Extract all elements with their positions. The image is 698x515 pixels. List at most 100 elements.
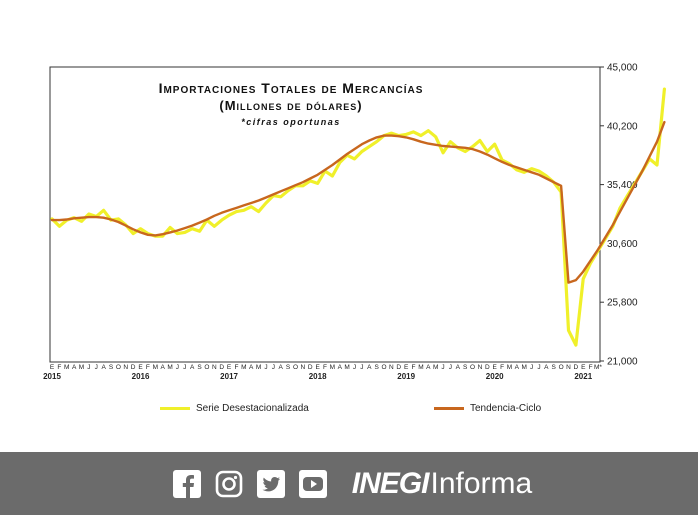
- x-tick-label: M: [153, 364, 158, 371]
- x-tick-label: A: [544, 364, 549, 371]
- legend-label-series1: Serie Desestacionalizada: [196, 403, 309, 414]
- x-tick-label: J: [449, 364, 452, 371]
- y-tick-label: 40,200: [607, 121, 638, 132]
- x-tick-label: J: [183, 364, 186, 371]
- x-tick-label: E: [493, 364, 498, 371]
- x-tick-label: O: [381, 364, 386, 371]
- x-tick-label: J: [353, 364, 356, 371]
- x-tick-label: N: [478, 364, 483, 371]
- x-year-label: 2016: [132, 372, 150, 381]
- x-tick-label: J: [95, 364, 98, 371]
- chart-note: *cifras oportunas: [241, 117, 341, 127]
- x-tick-label: A: [515, 364, 520, 371]
- x-tick-label: A: [279, 364, 284, 371]
- x-tick-label: F: [146, 364, 150, 371]
- x-tick-label: S: [286, 364, 291, 371]
- x-tick-label: N: [389, 364, 394, 371]
- x-tick-label: F: [500, 364, 504, 371]
- x-tick-label: E: [227, 364, 232, 371]
- series-line-tendencia-ciclo: [50, 120, 666, 284]
- x-tick-label: J: [176, 364, 179, 371]
- x-tick-label: J: [530, 364, 533, 371]
- x-tick-label: O: [204, 364, 209, 371]
- chart-subtitle: (Millones de dólares): [219, 98, 363, 113]
- x-tick-label: D: [396, 364, 401, 371]
- x-tick-label: M: [79, 364, 84, 371]
- x-tick-label: D: [574, 364, 579, 371]
- x-tick-label: M: [167, 364, 172, 371]
- x-tick-label: J: [441, 364, 444, 371]
- x-tick-label: E: [581, 364, 586, 371]
- x-tick-label: A: [72, 364, 77, 371]
- x-tick-label: N: [566, 364, 571, 371]
- y-tick-label: 30,600: [607, 239, 638, 250]
- x-tick-label: M: [241, 364, 246, 371]
- x-tick-label: S: [552, 364, 557, 371]
- x-tick-label: F: [323, 364, 327, 371]
- facebook-icon[interactable]: [172, 469, 201, 498]
- x-tick-label: M: [64, 364, 69, 371]
- x-tick-label: M: [344, 364, 349, 371]
- footer-bar: INEGI Informa: [0, 452, 698, 515]
- legend-swatch-orange: [434, 407, 464, 410]
- y-tick-label: 25,800: [607, 298, 638, 309]
- brand-bold-text: INEGI: [351, 466, 430, 500]
- chart-title: Importaciones Totales de Mercancías: [158, 80, 424, 96]
- x-tick-label: E: [50, 364, 55, 371]
- legend-label-series2: Tendencia-Ciclo: [470, 403, 542, 414]
- x-tick-label: J: [537, 364, 540, 371]
- x-tick-label: J: [264, 364, 267, 371]
- inegi-informa-logo[interactable]: INEGI Informa: [352, 467, 532, 501]
- x-tick-label: O: [116, 364, 121, 371]
- x-tick-label: J: [272, 364, 275, 371]
- x-tick-label: N: [123, 364, 128, 371]
- instagram-icon[interactable]: [215, 470, 243, 498]
- legend-swatch-yellow: [160, 407, 190, 410]
- x-tick-label: M: [418, 364, 423, 371]
- x-tick-label: F: [412, 364, 416, 371]
- x-tick-label: A: [426, 364, 431, 371]
- y-axis: 21,000 25,800 30,600 35,400 40,200 45,000: [600, 63, 638, 368]
- youtube-icon[interactable]: [298, 469, 327, 498]
- legend-item-series2: Tendencia-Ciclo: [434, 403, 541, 414]
- x-tick-label: S: [463, 364, 468, 371]
- x-tick-label: E: [315, 364, 320, 371]
- y-tick-label: 45,000: [607, 63, 638, 74]
- x-year-label: 2018: [309, 372, 327, 381]
- x-tick-label: M: [433, 364, 438, 371]
- brand-light-text: Informa: [430, 466, 533, 500]
- x-tick-label: O: [559, 364, 564, 371]
- x-tick-label: E: [138, 364, 143, 371]
- x-year-label: 2015: [43, 372, 61, 381]
- x-tick-label: S: [197, 364, 202, 371]
- x-tick-label: S: [374, 364, 379, 371]
- x-tick-label: E: [404, 364, 409, 371]
- x-tick-label: O: [470, 364, 475, 371]
- x-tick-label: N: [212, 364, 217, 371]
- x-tick-label: S: [109, 364, 114, 371]
- x-tick-label: D: [131, 364, 136, 371]
- x-tick-label: M: [256, 364, 261, 371]
- legend-item-series1: Serie Desestacionalizada: [160, 403, 309, 414]
- y-tick-label: 35,400: [607, 180, 638, 191]
- x-tick-label: D: [219, 364, 224, 371]
- x-tick-label: A: [190, 364, 195, 371]
- x-tick-label: D: [308, 364, 313, 371]
- x-tick-label: F: [589, 364, 593, 371]
- x-tick-label: D: [485, 364, 490, 371]
- x-tick-label: A: [456, 364, 461, 371]
- x-tick-label: A: [101, 364, 106, 371]
- series-lines: [50, 87, 666, 347]
- x-tick-label: A: [249, 364, 254, 371]
- x-year-label: 2017: [220, 372, 238, 381]
- x-tick-label: M: [507, 364, 512, 371]
- x-tick-label: J: [360, 364, 363, 371]
- x-tick-label: A: [338, 364, 343, 371]
- x-tick-label: M: [330, 364, 335, 371]
- x-tick-label: M: [522, 364, 527, 371]
- x-tick-label: J: [87, 364, 90, 371]
- twitter-icon[interactable]: [256, 469, 285, 498]
- x-year-label: 2020: [486, 372, 504, 381]
